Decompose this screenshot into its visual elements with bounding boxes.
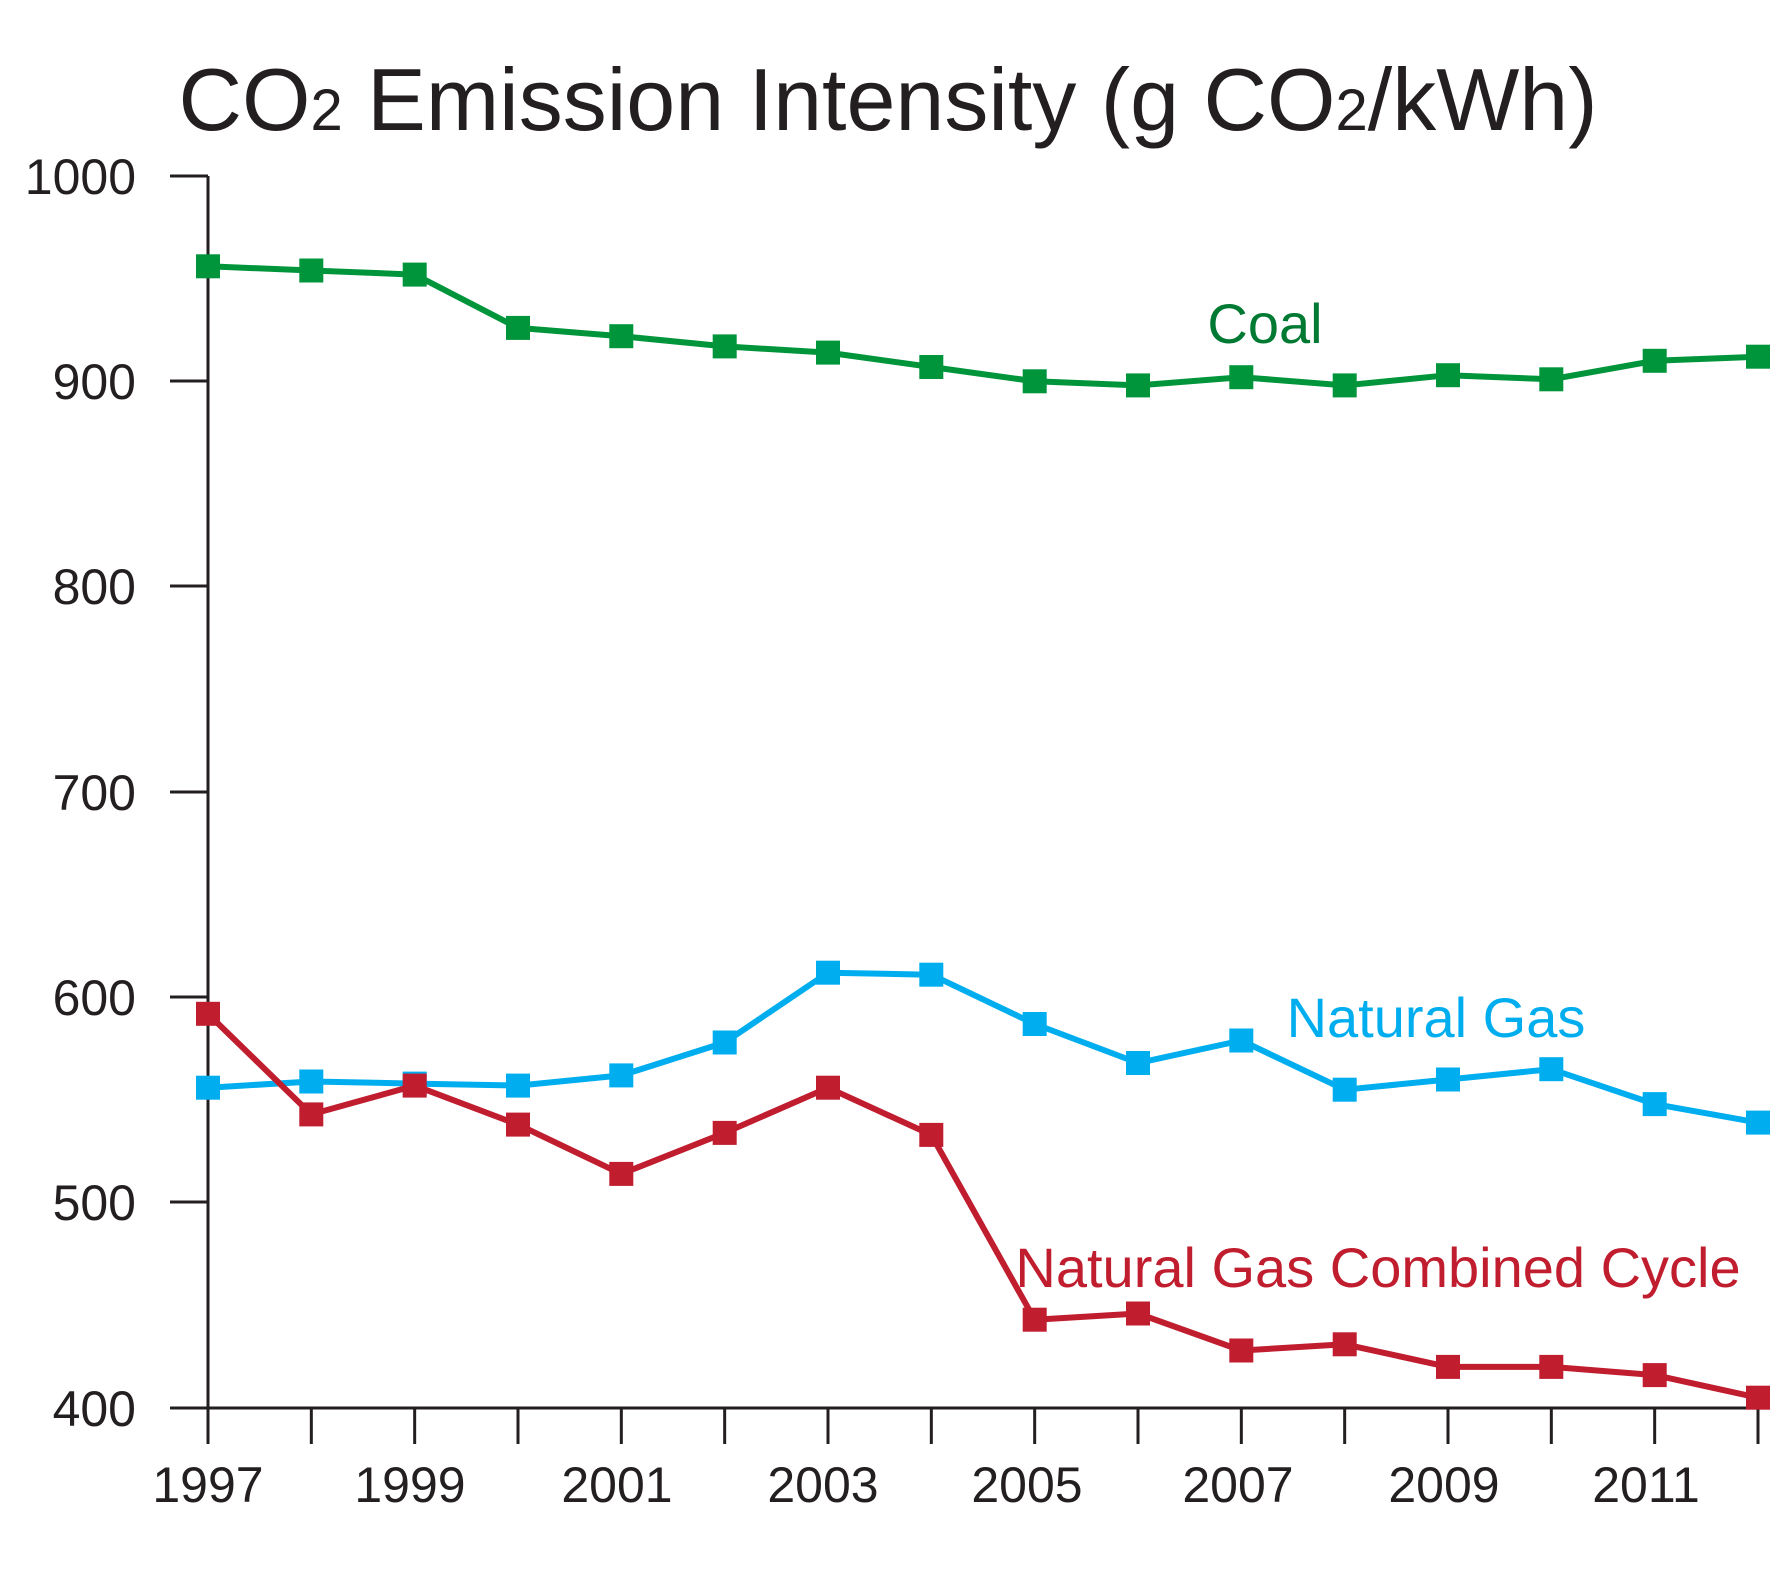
coal-marker <box>919 355 944 379</box>
x-tick-label: 2001 <box>561 1457 672 1513</box>
natural-gas-combined-cycle-label: Natural Gas Combined Cycle <box>1015 1236 1740 1299</box>
natural-gas-marker <box>1022 1012 1047 1036</box>
natural-gas-marker <box>919 962 944 987</box>
coal-marker <box>816 340 840 365</box>
x-tick-label: 2007 <box>1182 1457 1293 1513</box>
natural-gas-combined-cycle-marker <box>919 1122 944 1147</box>
coal-marker <box>712 334 737 359</box>
coal-label: Coal <box>1207 292 1322 355</box>
coal-marker <box>506 315 530 340</box>
x-tick-label: 1997 <box>152 1457 263 1513</box>
x-tick-labels: 1997 1999 2001 2003 2005 2007 2009 2011 <box>152 1457 1699 1513</box>
natural-gas-markers <box>196 960 1770 1135</box>
x-tick-label: 1999 <box>354 1457 465 1513</box>
coal-marker <box>1332 373 1357 398</box>
chart-title-subscript: 2 <box>1335 78 1367 143</box>
coal-marker <box>1126 373 1150 398</box>
y-tick-label: 800 <box>53 559 136 615</box>
natural-gas-marker <box>1126 1051 1150 1075</box>
natural-gas-combined-cycle-marker <box>1022 1307 1047 1332</box>
y-tick-label: 600 <box>53 970 136 1026</box>
natural-gas-combined-cycle-marker <box>1229 1338 1254 1363</box>
chart-title: CO2 Emission Intensity (g CO2/kWh) <box>178 50 1597 149</box>
coal-marker <box>609 324 634 349</box>
series-coal: Coal <box>196 254 1770 398</box>
natural-gas-combined-cycle-marker <box>1126 1301 1150 1326</box>
natural-gas-marker <box>299 1069 324 1094</box>
coal-marker <box>196 254 220 279</box>
natural-gas-combined-cycle-marker <box>816 1075 840 1100</box>
natural-gas-combined-cycle-markers <box>196 1001 1770 1410</box>
coal-marker <box>1642 348 1667 373</box>
coal-marker <box>1746 344 1770 369</box>
natural-gas-combined-cycle-marker <box>1332 1332 1357 1357</box>
natural-gas-line <box>207 969 1759 1126</box>
x-tick-label: 2009 <box>1388 1457 1499 1513</box>
axes <box>170 176 1758 1410</box>
natural-gas-marker <box>816 960 840 985</box>
chart-title-part: /kWh) <box>1368 50 1598 149</box>
coal-markers <box>196 254 1770 398</box>
chart-title-part: CO <box>178 50 310 149</box>
natural-gas-label: Natural Gas <box>1287 986 1586 1049</box>
natural-gas-marker <box>1642 1092 1667 1117</box>
natural-gas-marker <box>1746 1110 1770 1135</box>
chart-title-part: Emission Intensity (g CO <box>343 50 1336 149</box>
coal-line <box>207 263 1759 389</box>
natural-gas-marker <box>196 1075 220 1100</box>
natural-gas-combined-cycle-marker <box>609 1161 634 1186</box>
natural-gas-marker <box>1436 1067 1460 1092</box>
natural-gas-marker <box>1332 1077 1357 1102</box>
natural-gas-combined-cycle-marker <box>299 1102 324 1127</box>
natural-gas-marker <box>1229 1028 1254 1053</box>
natural-gas-combined-cycle-marker <box>1642 1363 1667 1388</box>
natural-gas-combined-cycle-marker <box>1539 1354 1564 1379</box>
coal-marker <box>1436 363 1460 388</box>
y-ticks <box>170 174 208 1410</box>
coal-marker <box>1229 365 1254 390</box>
y-tick-labels: 1000 900 800 700 600 500 400 <box>25 149 136 1437</box>
natural-gas-marker <box>1539 1057 1564 1082</box>
natural-gas-combined-cycle-marker <box>506 1112 530 1137</box>
natural-gas-combined-cycle-line <box>205 1011 1759 1401</box>
natural-gas-marker <box>712 1030 737 1055</box>
y-tick-label: 700 <box>53 765 136 821</box>
coal-marker <box>402 262 427 287</box>
natural-gas-combined-cycle-marker <box>402 1073 427 1098</box>
natural-gas-combined-cycle-marker <box>712 1120 737 1145</box>
natural-gas-combined-cycle-marker <box>1746 1385 1770 1410</box>
x-ticks <box>206 1408 1760 1444</box>
natural-gas-combined-cycle-marker <box>196 1001 220 1026</box>
x-tick-label: 2005 <box>971 1457 1082 1513</box>
natural-gas-combined-cycle-marker <box>1436 1354 1460 1379</box>
series-natural-gas-combined-cycle: Natural Gas Combined Cycle <box>196 1001 1770 1410</box>
coal-marker <box>299 258 324 283</box>
coal-marker <box>1022 369 1047 394</box>
natural-gas-marker <box>506 1073 530 1098</box>
y-tick-label: 900 <box>53 354 136 410</box>
series-natural-gas: Natural Gas <box>196 960 1770 1135</box>
y-tick-label: 500 <box>53 1175 136 1231</box>
coal-marker <box>1539 367 1564 392</box>
y-tick-label: 1000 <box>25 149 136 205</box>
natural-gas-marker <box>609 1063 634 1088</box>
x-tick-label: 2003 <box>767 1457 878 1513</box>
x-tick-label: 2011 <box>1592 1457 1700 1513</box>
y-tick-label: 400 <box>53 1381 136 1437</box>
chart-title-subscript: 2 <box>310 78 342 143</box>
